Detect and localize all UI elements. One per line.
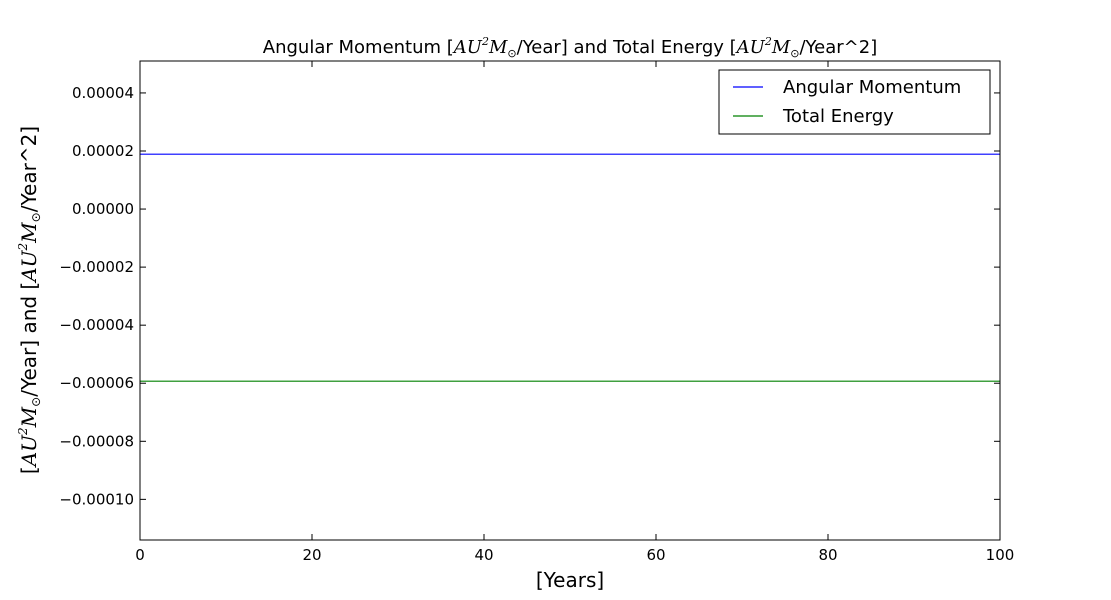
- x-tick-label: 0: [135, 546, 145, 564]
- ylabel-part1: [: [17, 466, 41, 474]
- title-unit2-sub: ⊙: [790, 47, 799, 60]
- chart-title: Angular Momentum [AU2M⊙/Year] and Total …: [263, 35, 877, 60]
- ylabel-unit1-sup: 2: [16, 427, 30, 436]
- title-part1: Angular Momentum [: [263, 37, 454, 58]
- title-unit1-sup: 2: [481, 35, 489, 48]
- title-unit2-sup: 2: [764, 35, 772, 48]
- x-tick-label: 20: [302, 546, 321, 564]
- title-unit2-b: M: [771, 37, 791, 58]
- series-layer: [140, 153, 1000, 382]
- ylabel-unit2-b: M: [17, 222, 41, 244]
- y-tick-label: 0.00002: [72, 142, 134, 160]
- x-tick-label: 80: [818, 546, 837, 564]
- ylabel-part2: /Year] and [: [17, 282, 41, 397]
- y-tick-label: −0.00004: [59, 316, 134, 334]
- ylabel-unit1-sub: ⊙: [29, 397, 43, 407]
- y-tick-label: 0.00000: [72, 200, 134, 218]
- ylabel-part3: /Year^2]: [17, 126, 41, 212]
- x-axis: 0 20 40 60 80 100: [135, 61, 1014, 564]
- title-unit1-a: AU: [452, 37, 483, 58]
- title-part2: /Year] and Total Energy [: [517, 37, 737, 58]
- y-axis: 0.00004 0.00002 0.00000 −0.00002 −0.00004 −0.…: [59, 84, 1000, 508]
- x-axis-label: [Years]: [536, 568, 604, 592]
- ylabel-unit2-sup: 2: [16, 243, 30, 252]
- title-unit2-a: AU: [735, 37, 766, 58]
- title-unit1-b: M: [488, 37, 508, 58]
- y-tick-label: −0.00006: [59, 374, 134, 392]
- title-unit1-sub: ⊙: [507, 47, 516, 60]
- y-axis-label: [AU2M⊙/Year] and [AU2M⊙/Year^2]: [16, 126, 43, 474]
- x-tick-label: 40: [474, 546, 493, 564]
- legend: Angular Momentum Total Energy: [718, 69, 991, 135]
- y-tick-label: 0.00004: [72, 84, 134, 102]
- title-part3: /Year^2]: [799, 37, 877, 58]
- plot-frame: [139, 60, 1001, 541]
- y-tick-label: −0.00008: [59, 432, 134, 450]
- ylabel-unit1-b: M: [17, 406, 41, 428]
- x-tick-label: 100: [986, 546, 1015, 564]
- x-tick-label: 60: [646, 546, 665, 564]
- y-tick-label: −0.00010: [59, 490, 134, 508]
- legend-label: Total Energy: [782, 106, 894, 127]
- ylabel-unit2-sub: ⊙: [29, 212, 43, 222]
- ylabel-unit1-a: AU: [17, 434, 41, 468]
- ylabel-unit2-a: AU: [17, 249, 41, 283]
- y-tick-label: −0.00002: [59, 258, 134, 276]
- legend-label: Angular Momentum: [783, 77, 961, 98]
- legend-box: [718, 69, 991, 135]
